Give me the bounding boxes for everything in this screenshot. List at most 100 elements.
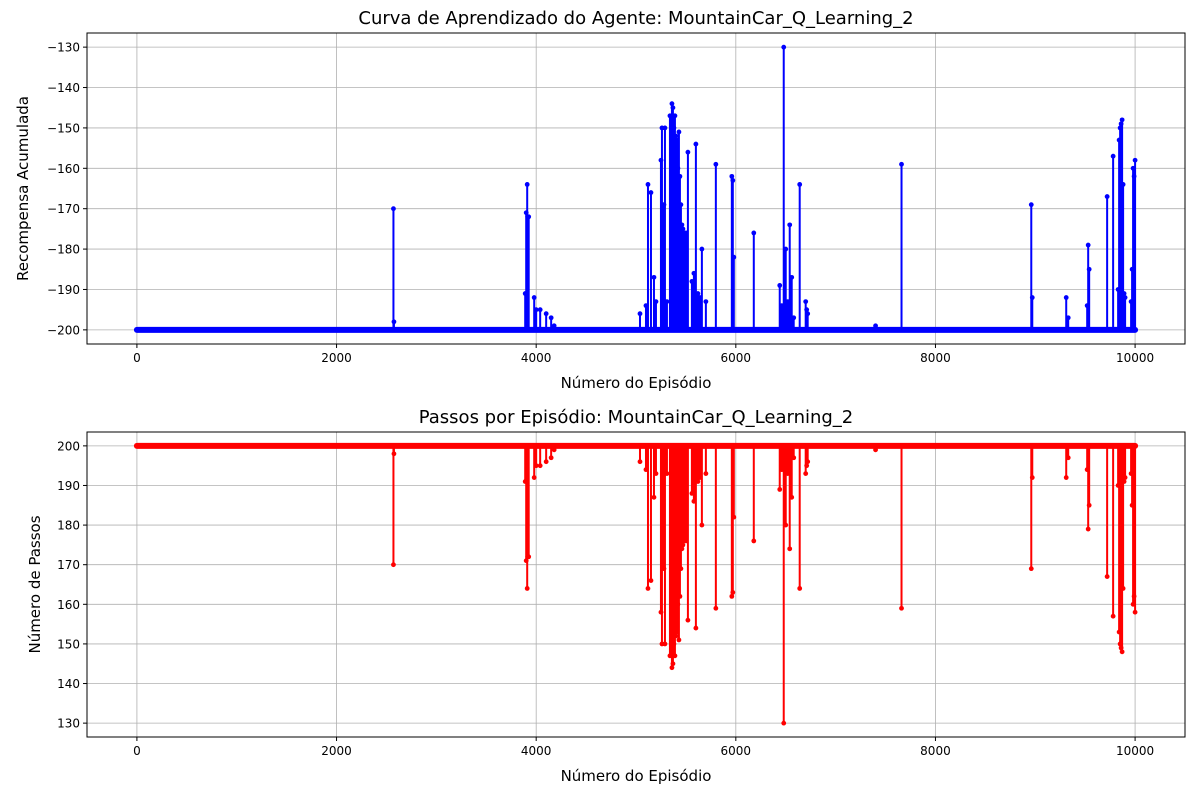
data-point bbox=[671, 125, 677, 131]
data-point bbox=[526, 214, 532, 220]
data-point bbox=[1116, 137, 1122, 143]
data-point bbox=[1130, 165, 1136, 171]
data-point bbox=[648, 578, 654, 583]
series-line bbox=[136, 444, 1137, 725]
data-point bbox=[677, 173, 683, 179]
data-point bbox=[673, 633, 679, 639]
data-point bbox=[391, 451, 397, 457]
data-point bbox=[873, 447, 878, 453]
data-point bbox=[730, 178, 736, 183]
data-point bbox=[1115, 483, 1121, 488]
data-point bbox=[674, 629, 680, 635]
y-tick-label: 180 bbox=[57, 519, 80, 533]
y-tick-label: 160 bbox=[57, 598, 80, 612]
data-point bbox=[1029, 295, 1035, 300]
data-point bbox=[522, 479, 528, 484]
x-tick-label: 8000 bbox=[920, 744, 951, 758]
series-group bbox=[133, 442, 1139, 726]
data-point bbox=[678, 202, 684, 208]
data-point bbox=[691, 498, 697, 504]
data-point bbox=[695, 291, 701, 296]
data-point bbox=[783, 522, 789, 528]
data-point bbox=[713, 161, 719, 167]
y-axis-label: Número de Passos bbox=[26, 515, 44, 653]
data-point bbox=[1128, 299, 1134, 304]
data-point bbox=[779, 303, 785, 309]
data-point bbox=[537, 463, 543, 469]
data-point bbox=[645, 586, 651, 591]
data-point bbox=[751, 538, 757, 544]
data-point bbox=[543, 459, 549, 465]
data-point bbox=[699, 522, 705, 528]
grid-lines bbox=[87, 33, 1185, 344]
data-point bbox=[1131, 593, 1137, 599]
data-point bbox=[664, 471, 670, 476]
y-tick-label: −160 bbox=[47, 162, 80, 176]
data-point bbox=[1131, 173, 1137, 179]
data-point bbox=[731, 254, 737, 260]
data-point bbox=[675, 165, 681, 171]
data-point bbox=[873, 323, 878, 329]
data-point bbox=[679, 546, 685, 552]
y-tick-label: 140 bbox=[57, 677, 80, 691]
data-point bbox=[693, 141, 699, 147]
data-point bbox=[695, 479, 701, 484]
data-point bbox=[548, 455, 554, 461]
data-point bbox=[1122, 295, 1128, 300]
data-point bbox=[1084, 303, 1090, 309]
data-point bbox=[1132, 609, 1138, 615]
data-point bbox=[667, 113, 673, 119]
data-point bbox=[551, 447, 557, 453]
data-point bbox=[785, 471, 791, 476]
data-point bbox=[672, 653, 678, 659]
chart-reward: 0 2000 4000 6000 8000 10000 −130 −140 −150 −160 −1… bbox=[14, 8, 1186, 392]
data-point bbox=[523, 210, 529, 216]
data-point bbox=[682, 463, 688, 469]
data-point bbox=[683, 230, 689, 236]
data-point bbox=[1119, 649, 1125, 655]
y-tick-label: −170 bbox=[47, 202, 80, 216]
data-point bbox=[523, 558, 529, 564]
data-point bbox=[661, 566, 667, 572]
data-point bbox=[677, 593, 683, 599]
series-line bbox=[136, 46, 1137, 331]
data-point bbox=[685, 617, 691, 623]
x-tick-label: 2000 bbox=[321, 744, 352, 758]
y-tick-label: 190 bbox=[57, 479, 80, 493]
data-point bbox=[1120, 182, 1126, 187]
x-axis-label: Número do Episódio bbox=[561, 374, 712, 392]
y-tick-label: 150 bbox=[57, 637, 80, 651]
data-point bbox=[730, 590, 736, 595]
x-tick-label: 10000 bbox=[1116, 351, 1154, 365]
y-tick-label: 200 bbox=[57, 439, 80, 453]
data-point bbox=[1117, 125, 1123, 131]
data-point bbox=[713, 605, 719, 611]
data-point bbox=[1129, 266, 1135, 272]
data-point bbox=[651, 274, 657, 280]
data-point bbox=[680, 226, 686, 232]
x-axis-label: Número do Episódio bbox=[561, 767, 712, 785]
data-point bbox=[679, 222, 685, 228]
data-point bbox=[665, 327, 671, 333]
series-group bbox=[133, 44, 1139, 333]
data-point bbox=[1119, 117, 1125, 123]
data-point bbox=[1028, 566, 1034, 572]
data-point bbox=[526, 554, 532, 560]
data-point bbox=[671, 641, 677, 647]
data-point bbox=[805, 311, 811, 317]
data-point bbox=[548, 315, 554, 321]
plot-frame bbox=[86, 32, 1186, 345]
data-point bbox=[1128, 471, 1134, 476]
data-point bbox=[524, 586, 530, 591]
data-point bbox=[533, 307, 539, 313]
plot-frame bbox=[86, 431, 1186, 738]
data-point bbox=[551, 323, 557, 329]
data-point bbox=[805, 459, 811, 465]
data-point bbox=[522, 291, 528, 296]
data-point bbox=[791, 455, 797, 461]
data-point bbox=[1132, 157, 1138, 163]
data-point bbox=[783, 246, 789, 252]
data-point bbox=[729, 173, 735, 179]
data-point bbox=[685, 149, 691, 155]
